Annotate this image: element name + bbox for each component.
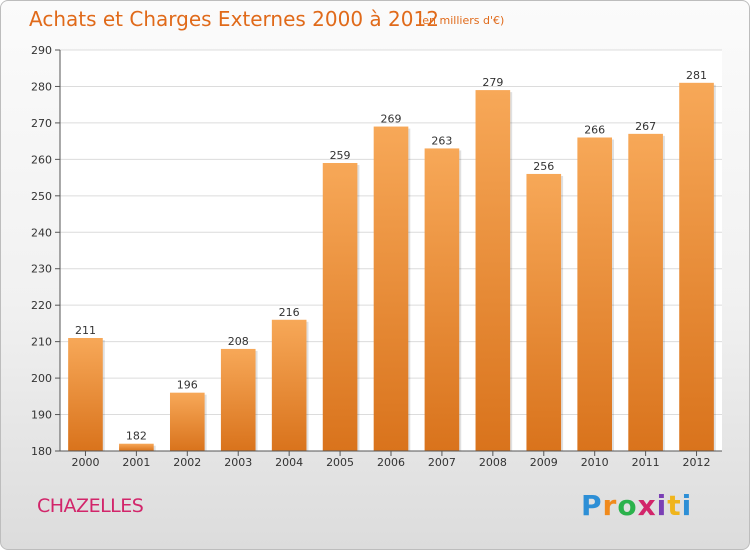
y-tick-label: 190	[31, 409, 52, 422]
x-tick-label: 2002	[173, 456, 201, 469]
bar	[68, 337, 103, 451]
y-tick-label: 210	[31, 336, 52, 349]
bar-value-label: 208	[228, 335, 249, 348]
bar-value-label: 216	[279, 306, 300, 319]
chart-title: Achats et Charges Externes 2000 à 2012	[29, 7, 439, 31]
x-tick-label: 2006	[377, 456, 405, 469]
bar	[119, 443, 154, 451]
y-tick-label: 260	[31, 153, 52, 166]
y-tick-label: 280	[31, 80, 52, 93]
bar-value-label: 259	[330, 149, 351, 162]
bar	[220, 348, 256, 451]
bar-value-label: 266	[584, 123, 605, 136]
proxiti-logo: Proxiti	[581, 489, 692, 522]
chart-subtitle: (en milliers d'€)	[418, 14, 505, 27]
bar	[577, 137, 613, 451]
x-tick-label: 2007	[428, 456, 456, 469]
logo-letter: r	[602, 489, 618, 522]
bar	[526, 173, 562, 452]
x-tick-label: 2009	[530, 456, 558, 469]
logo-letter: x	[637, 489, 657, 522]
bar-value-label: 279	[482, 76, 503, 89]
bar-value-label: 196	[177, 379, 198, 392]
bar-value-label: 267	[635, 120, 656, 133]
x-tick-label: 2012	[683, 456, 711, 469]
y-tick-label: 270	[31, 117, 52, 130]
logo-letter: t	[667, 489, 682, 522]
logo-letter: i	[681, 489, 693, 522]
town-name: CHAZELLES	[37, 495, 144, 517]
y-tick-label: 200	[31, 372, 52, 385]
logo-letter: P	[581, 489, 603, 522]
x-tick-label: 2010	[581, 456, 609, 469]
x-tick-label: 2000	[71, 456, 99, 469]
bar-value-label: 269	[381, 113, 402, 126]
x-tick-label: 2001	[122, 456, 150, 469]
bar	[679, 82, 714, 452]
bar-value-label: 211	[75, 324, 96, 337]
bar	[373, 126, 409, 452]
x-axis: 2000 2001 2002 2003 2004 2005 2006 2007 2008 2009…	[60, 450, 722, 469]
x-tick-label: 2004	[275, 456, 303, 469]
y-axis: 180 190 200 210 220 230 240 250 260 270 280 290	[31, 44, 61, 458]
bars: 211 182 196 208 216 259 269 263 279 256 266 267 281	[68, 69, 716, 452]
y-tick-label: 240	[31, 226, 52, 239]
bar	[475, 90, 511, 451]
x-tick-label: 2003	[224, 456, 252, 469]
bar-value-label: 256	[533, 160, 554, 173]
bar	[424, 148, 460, 451]
x-tick-label: 2011	[632, 456, 660, 469]
bar-value-label: 281	[686, 69, 707, 82]
y-tick-label: 180	[31, 445, 52, 458]
bar	[271, 319, 307, 451]
bar	[628, 133, 663, 451]
y-tick-label: 220	[31, 299, 52, 312]
bar	[169, 392, 205, 451]
x-tick-label: 2005	[326, 456, 354, 469]
bar	[322, 163, 358, 451]
x-tick-label: 2008	[479, 456, 507, 469]
y-tick-label: 290	[31, 44, 52, 57]
y-tick-label: 230	[31, 263, 52, 276]
bar-value-label: 263	[431, 134, 452, 147]
logo-letter: o	[617, 489, 638, 522]
logo-letter: i	[656, 489, 668, 522]
bar-value-label: 182	[126, 430, 147, 443]
y-tick-label: 250	[31, 190, 52, 203]
